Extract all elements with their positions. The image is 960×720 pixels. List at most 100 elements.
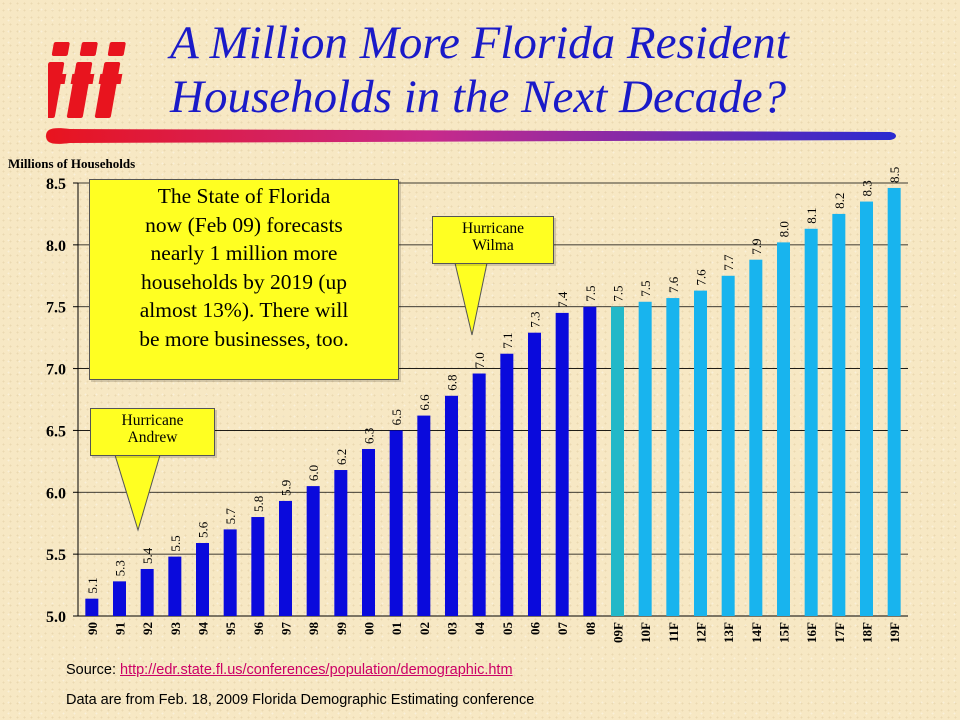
- bar-value-label: 6.3: [362, 428, 377, 444]
- callout-line: Hurricane: [121, 412, 184, 429]
- bar-value-label: 8.0: [777, 221, 792, 237]
- bar-value-label: 7.4: [555, 291, 570, 308]
- bar: [500, 353, 514, 616]
- bar-value-label: 5.6: [196, 521, 211, 538]
- bar-value-label: 7.1: [500, 332, 515, 348]
- y-tick-label: 5.0: [46, 609, 66, 626]
- x-tick-label: 16F: [804, 622, 819, 643]
- bar-value-label: 5.1: [85, 577, 100, 593]
- bar: [555, 312, 569, 616]
- bar: [417, 415, 431, 616]
- hurricane-andrew-callout: Hurricane Andrew: [90, 408, 215, 456]
- bar-value-label: 6.0: [306, 465, 321, 481]
- bar: [611, 306, 624, 616]
- x-tick-label: 05: [500, 622, 515, 636]
- bar: [749, 259, 763, 616]
- bar: [721, 275, 735, 616]
- y-tick-label: 7.5: [46, 300, 66, 317]
- callout-line: nearly 1 million more: [150, 241, 338, 266]
- bar-value-label: 7.6: [666, 276, 681, 293]
- y-axis-label: Millions of Households: [8, 156, 136, 171]
- callout-line: The State of Florida: [157, 184, 331, 208]
- bar-value-label: 7.6: [694, 269, 709, 286]
- callout-line: be more businesses, too.: [139, 326, 349, 351]
- x-tick-label: 08: [583, 622, 598, 636]
- x-tick-label: 95: [223, 622, 238, 636]
- x-tick-label: 12F: [694, 622, 709, 643]
- x-tick-label: 97: [279, 622, 294, 636]
- x-tick-label: 17F: [832, 622, 847, 643]
- callout-line: Andrew: [127, 429, 178, 446]
- y-tick-label: 5.5: [46, 547, 66, 564]
- bar-value-label: 7.3: [528, 311, 543, 327]
- x-tick-label: 91: [113, 622, 128, 635]
- bar: [638, 301, 652, 616]
- x-tick-label: 15F: [777, 622, 792, 643]
- bar-value-label: 6.8: [445, 375, 460, 391]
- x-tick-label: 06: [528, 622, 543, 636]
- x-tick-label: 90: [85, 622, 100, 635]
- x-tick-label: 09F: [611, 622, 626, 643]
- bar: [223, 529, 237, 616]
- bar: [251, 517, 265, 616]
- bar: [196, 543, 209, 616]
- x-tick-label: 04: [472, 622, 487, 636]
- bar-value-label: 8.3: [860, 180, 875, 196]
- bar: [887, 187, 901, 616]
- bar: [362, 448, 375, 616]
- forecast-callout: The State of Florida now (Feb 09) foreca…: [89, 179, 399, 380]
- bar: [694, 290, 707, 616]
- bar-value-label: 5.8: [251, 496, 266, 512]
- bar: [804, 228, 818, 616]
- bar-value-label: 5.5: [168, 535, 183, 551]
- bar: [140, 568, 154, 616]
- bar-value-label: 7.9: [749, 238, 764, 254]
- bar-value-label: 6.2: [334, 449, 349, 465]
- bar: [334, 470, 348, 616]
- source-label: Source:: [66, 662, 120, 678]
- bar: [832, 213, 846, 616]
- bar: [528, 332, 541, 616]
- bar-value-label: 7.7: [721, 254, 736, 271]
- bar-value-label: 8.5: [887, 167, 902, 183]
- bar: [113, 581, 126, 616]
- callout-line: almost 13%). There will: [139, 298, 349, 323]
- households-bar-chart: 5.1 5.3 5.4 5.5 5.6 5.7 5.8 5.9 6.0 6.2 6.3 6.5 6.6 6…: [46, 167, 908, 643]
- x-tick-label: 10F: [638, 622, 653, 643]
- bar-value-label: 6.5: [389, 409, 404, 425]
- x-tick-label: 01: [389, 622, 404, 635]
- bar: [85, 598, 99, 616]
- x-tick-label: 99: [334, 622, 349, 636]
- bar-value-label: 5.4: [140, 547, 155, 564]
- x-tick-label: 96: [251, 622, 266, 636]
- title-line-2: Households in the Next Decade?: [170, 71, 787, 123]
- callout-line: households by 2019 (up: [140, 269, 348, 294]
- bar-value-label: 5.3: [113, 560, 128, 576]
- bar-value-label: 5.9: [279, 480, 294, 496]
- title-underline-swoosh: [46, 128, 896, 144]
- y-tick-label: 8.5: [46, 176, 66, 193]
- bar: [279, 500, 292, 616]
- x-tick-label: 00: [362, 622, 377, 635]
- callout-line: Hurricane: [462, 220, 524, 237]
- hurricane-wilma-callout: Hurricane Wilma: [432, 216, 554, 264]
- bar: [777, 242, 790, 616]
- x-tick-label: 18F: [860, 622, 875, 643]
- source-link[interactable]: http://edr.state.fl.us/conferences/popul…: [120, 662, 513, 678]
- bar-value-label: 7.5: [638, 281, 653, 297]
- y-tick-label: 6.0: [46, 485, 66, 502]
- callout-line: now (Feb 09) forecasts: [145, 212, 343, 237]
- bar-value-label: 5.7: [223, 508, 238, 525]
- x-tick-label: 02: [417, 622, 432, 635]
- source-line: Source: http://edr.state.fl.us/conferenc…: [66, 662, 513, 678]
- data-note: Data are from Feb. 18, 2009 Florida Demo…: [66, 692, 535, 708]
- bar-value-label: 7.5: [611, 285, 626, 301]
- y-tick-label: 6.5: [46, 423, 66, 440]
- bar-value-label: 8.2: [832, 193, 847, 209]
- y-tick-label: 8.0: [46, 238, 66, 255]
- x-tick-label: 92: [140, 622, 155, 635]
- x-tick-label: 19F: [887, 622, 902, 643]
- bar: [306, 486, 320, 616]
- bar: [389, 430, 403, 616]
- bar-value-label: 7.5: [583, 285, 598, 301]
